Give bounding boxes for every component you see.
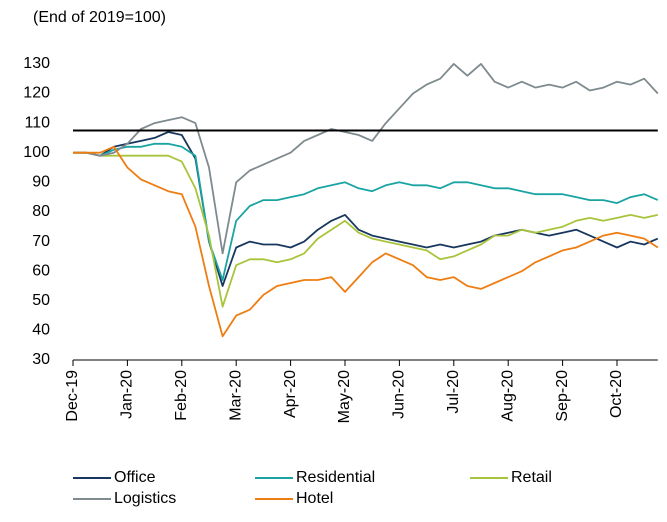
x-tick-label: May-20 [336,370,353,423]
y-tick-label: 40 [32,322,50,339]
chart-subtitle: (End of 2019=100) [33,9,166,26]
x-tick-label: Sep-20 [554,370,571,422]
y-tick-label: 50 [32,292,50,309]
x-tick-label: Mar-20 [227,370,244,421]
x-tick-label: Feb-20 [173,370,190,421]
y-tick-label: 30 [32,351,50,368]
x-tick-label: Oct-20 [608,370,625,418]
line-series [73,63,659,255]
line-series [73,145,659,338]
y-tick-label: 80 [32,203,50,220]
y-tick-label: 130 [23,55,50,72]
legend-label: Residential [296,469,375,486]
y-tick-label: 120 [23,85,50,102]
line-series [73,131,659,287]
legend-label: Retail [511,469,552,486]
legend-label: Logistics [114,490,176,507]
y-tick-label: 70 [32,233,50,250]
y-tick-label: 90 [32,174,50,191]
y-tick-label: 60 [32,262,50,279]
x-tick-label: Jan-20 [119,370,136,419]
x-tick-label: Aug-20 [499,370,516,422]
line-series [73,151,658,308]
y-tick-label: 100 [23,144,50,161]
x-tick-label: Dec-19 [64,370,81,422]
x-tick-label: Jul-20 [445,370,462,414]
y-tick-label: 110 [24,114,50,131]
legend-label: Hotel [296,490,333,507]
line-series [73,142,659,281]
x-tick-label: Jun-20 [391,370,408,419]
legend-label: Office [114,469,156,486]
x-tick-label: Apr-20 [282,370,299,418]
